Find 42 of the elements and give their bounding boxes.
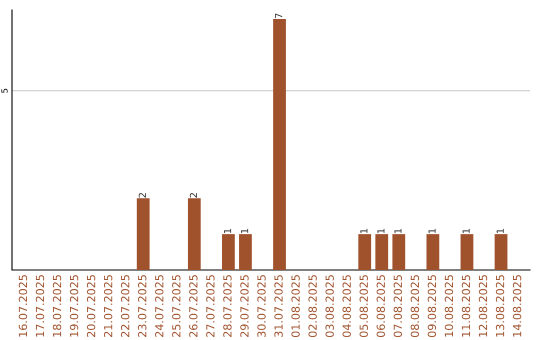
x-tick-label: 05.08.2025: [360, 275, 368, 338]
x-tick-label: 08.08.2025: [410, 275, 420, 338]
data-label: 1: [462, 228, 470, 234]
data-label: 1: [241, 228, 248, 234]
x-tick-label: 06.08.2025: [376, 275, 385, 338]
data-label: 1: [360, 228, 368, 234]
x-tick-label: 12.08.2025: [478, 275, 488, 337]
x-tick-label: 07.08.2025: [394, 275, 402, 338]
x-tick-label: 25.07.2025: [172, 275, 181, 337]
x-tick-label: 01.08.2025: [291, 275, 300, 338]
data-label: 1: [224, 228, 232, 234]
x-tick-label: 03.08.2025: [325, 275, 334, 338]
x-tick-label: 21.07.2025: [104, 275, 112, 337]
x-tick-label: 18.07.2025: [52, 275, 62, 337]
x-tick-label: 09.08.2025: [428, 275, 436, 338]
x-tick-label: 10.08.2025: [444, 275, 454, 337]
x-tick-label: 17.07.2025: [36, 275, 44, 337]
x-tick-label: 29.07.2025: [240, 275, 249, 337]
data-label: 2: [138, 193, 146, 198]
y-tick-label: 5: [1, 88, 8, 93]
data-label: 1: [377, 228, 384, 234]
data-label: 1: [428, 228, 436, 234]
x-tick-label: 24.07.2025: [155, 275, 164, 337]
x-tick-label: 16.07.2025: [18, 275, 28, 337]
x-tick-label: 27.07.2025: [206, 275, 215, 337]
x-tick-label: 20.07.2025: [86, 275, 96, 337]
x-tick-label: 23.07.2025: [138, 275, 146, 337]
x-tick-label: 14.08.2025: [512, 275, 522, 337]
data-label: 2: [190, 193, 198, 198]
x-tick-label: 26.07.2025: [189, 275, 198, 337]
x-tick-label: 13.08.2025: [496, 275, 504, 337]
x-tick-label: 28.07.2025: [223, 275, 232, 337]
x-tick-label: 04.08.2025: [342, 275, 351, 338]
x-tick-label: 30.07.2025: [257, 275, 266, 337]
data-label: 7: [275, 14, 282, 18]
x-tick-label: 22.07.2025: [120, 275, 130, 337]
data-label: 1: [496, 228, 504, 234]
x-tick-label: 31.07.2025: [274, 275, 283, 337]
x-tick-label: 11.08.2025: [462, 275, 470, 337]
data-label: 1: [394, 228, 402, 234]
x-tick-label: 19.07.2025: [70, 275, 78, 337]
x-tick-label: 02.08.2025: [308, 275, 317, 338]
